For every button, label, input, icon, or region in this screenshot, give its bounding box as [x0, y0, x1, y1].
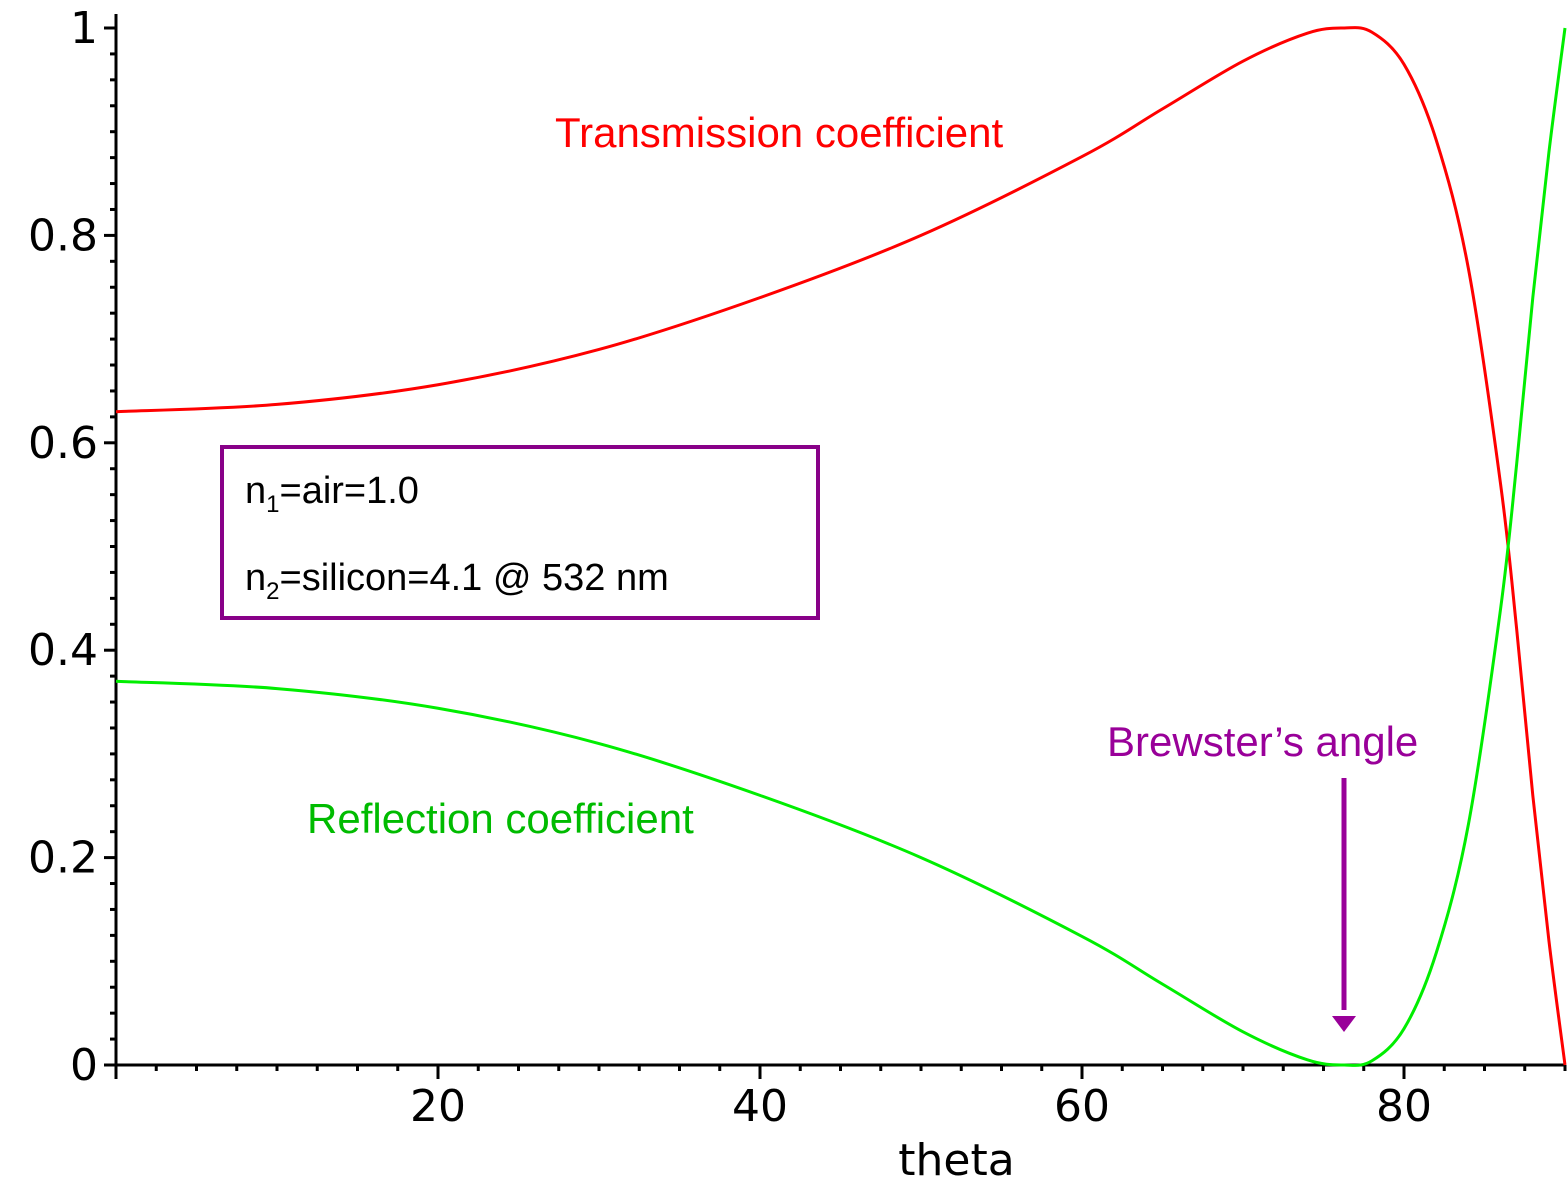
curves: [115, 26, 1567, 1067]
y-tick-label: 1: [70, 3, 98, 54]
info-line-n1: n1=air=1.0: [245, 470, 419, 518]
transmission-series-label: Transmission coefficient: [555, 109, 1004, 156]
reflection-curve: [115, 27, 1567, 1067]
x-tick-label: 40: [732, 1081, 788, 1132]
y-tick-label: 0.4: [28, 625, 98, 676]
reflection-series-label: Reflection coefficient: [307, 795, 694, 842]
info-box: n1=air=1.0 n2=silicon=4.1 @ 532 nm: [220, 445, 820, 620]
x-tick-label: 80: [1376, 1081, 1432, 1132]
info-line-n2: n2=silicon=4.1 @ 532 nm: [245, 557, 669, 605]
y-tick-label: 0: [70, 1040, 98, 1091]
brewster-angle-label: Brewster’s angle: [1107, 718, 1418, 765]
y-tick-label: 0.6: [28, 418, 98, 469]
x-axis-title: theta: [898, 1135, 1014, 1183]
y-tick-label: 0.8: [28, 210, 98, 261]
brewster-arrow: [1332, 778, 1356, 1032]
axis-labels: 0 0.2 0.4 0.6 0.8 1 20 40 60 80 theta: [28, 3, 1432, 1183]
x-tick-label: 20: [410, 1081, 466, 1132]
transmission-curve: [115, 26, 1567, 1066]
y-tick-label: 0.2: [28, 833, 98, 884]
x-tick-label: 60: [1054, 1081, 1110, 1132]
